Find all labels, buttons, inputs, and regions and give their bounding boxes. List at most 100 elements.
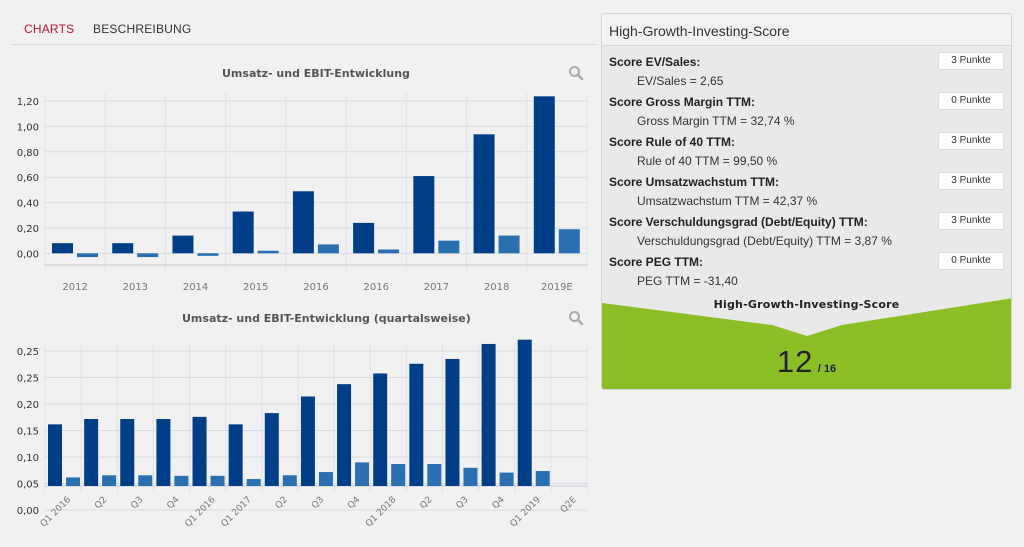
- bar: [499, 472, 514, 486]
- bar: [137, 253, 159, 258]
- bar: [558, 229, 580, 254]
- bar: [232, 211, 254, 254]
- bar: [77, 253, 98, 258]
- points-badge: 3 Punkte: [938, 212, 1004, 230]
- score-label: Score Gross Margin TTM:: [609, 95, 756, 109]
- score-label: Score PEG TTM:: [609, 255, 704, 269]
- x-tick-label: 2018: [484, 282, 509, 292]
- points-badge: 3 Punkte: [938, 132, 1004, 150]
- score-result-shape: [602, 298, 1011, 389]
- bar: [445, 358, 460, 486]
- x-tick-label: Q4: [491, 495, 507, 511]
- score-value: Verschuldungsgrad (Debt/Equity) TTM = 3,…: [637, 234, 892, 248]
- bar: [498, 235, 520, 254]
- bar: [391, 464, 406, 486]
- annual-chart-plot: 1,20 1,00 0,80 0,60 0,40 0,20 0,00 2012 2013 2014…: [17, 93, 588, 292]
- bar: [192, 416, 207, 486]
- x-tick-label: Q3: [310, 495, 326, 511]
- y-tick-label: 0,00: [17, 249, 39, 260]
- x-tick-label: Q2E: [559, 495, 579, 515]
- total-score-max: / 16: [817, 363, 837, 375]
- bar: [292, 191, 314, 254]
- bar: [473, 134, 495, 254]
- score-label: Score Umsatzwachstum TTM:: [609, 175, 780, 189]
- tab-bar: CHARTS BESCHREIBUNG: [12, 12, 597, 45]
- bar: [282, 475, 297, 486]
- points-badge: 3 Punkte: [938, 52, 1004, 70]
- bar: [66, 477, 80, 486]
- bar: [517, 339, 532, 486]
- score-label: Score Verschuldungsgrad (Debt/Equity) TT…: [609, 215, 868, 229]
- y-tick-label: 0,40: [17, 199, 39, 210]
- y-tick-label: 0,60: [17, 173, 39, 184]
- bar: [52, 243, 73, 254]
- y-tick-label: 0,25: [17, 347, 39, 358]
- score-label: Score EV/Sales:: [609, 55, 701, 69]
- quarterly-chart: Umsatz- und EBIT-Entwicklung (quartalswe…: [12, 297, 597, 542]
- bar: [355, 462, 370, 486]
- bar: [318, 472, 333, 486]
- total-score-value: 12: [776, 344, 814, 379]
- x-tick-label: Q3: [455, 495, 471, 511]
- x-tick-label: Q4: [346, 495, 362, 511]
- score-panel-header: High-Growth-Investing-Score: [602, 14, 1011, 46]
- bar: [138, 475, 153, 486]
- x-tick-label: 2013: [123, 282, 148, 292]
- bar: [413, 176, 435, 254]
- x-tick-label: 2014: [183, 282, 208, 292]
- x-tick-label: 2015: [243, 282, 268, 292]
- bar: [210, 475, 225, 486]
- x-tick-label: 2019E: [541, 282, 573, 292]
- bar: [378, 249, 400, 254]
- x-tick-label: Q1 2017: [220, 495, 254, 529]
- total-score: 12 / 16: [602, 344, 1011, 380]
- score-row: Score Rule of 40 TTM: Rule of 40 TTM = 9…: [602, 132, 1011, 175]
- bar: [228, 424, 243, 486]
- score-value: Umsatzwachstum TTM = 42,37 %: [637, 194, 818, 208]
- bar: [463, 467, 478, 486]
- bar: [438, 240, 460, 254]
- bar: [481, 343, 496, 486]
- zoom-icon[interactable]: [568, 310, 584, 326]
- y-tick-label: 0,80: [17, 148, 39, 159]
- x-tick-label: Q1 2016: [183, 495, 218, 530]
- x-tick-label: Q1 2019: [509, 495, 544, 530]
- x-tick-label: Q2: [274, 495, 290, 511]
- score-value: Rule of 40 TTM = 99,50 %: [637, 154, 778, 168]
- x-tick-label: Q4: [165, 495, 181, 511]
- bar: [172, 235, 194, 254]
- tab-beschreibung[interactable]: BESCHREIBUNG: [93, 22, 192, 36]
- y-tick-label: 0,00: [17, 506, 39, 517]
- y-tick-label: 0,20: [17, 400, 39, 411]
- zoom-icon[interactable]: [568, 65, 584, 81]
- x-tick-label: Q3: [129, 495, 145, 511]
- score-row: Score EV/Sales: EV/Sales = 2,65 3 Punkte: [602, 52, 1011, 95]
- bar: [533, 96, 555, 254]
- charts-section: CHARTS BESCHREIBUNG Umsatz- und EBIT-Ent…: [12, 12, 597, 542]
- bar: [337, 384, 352, 486]
- result-title: High-Growth-Investing-Score: [713, 298, 900, 311]
- points-badge: 0 Punkte: [938, 92, 1004, 110]
- x-tick-label: Q2: [93, 495, 109, 511]
- score-value: EV/Sales = 2,65: [637, 74, 724, 88]
- points-badge: 0 Punkte: [938, 252, 1004, 270]
- y-tick-label: 0,20: [17, 224, 39, 235]
- x-tick-label: Q1 2018: [364, 495, 399, 530]
- y-tick-label: 0,15: [17, 427, 39, 438]
- bar: [427, 464, 442, 486]
- bar: [257, 250, 279, 254]
- y-tick-label: 1,00: [17, 122, 39, 133]
- bar: [48, 424, 62, 486]
- score-row: Score Verschuldungsgrad (Debt/Equity) TT…: [602, 212, 1011, 255]
- score-panel-title: High-Growth-Investing-Score: [609, 23, 790, 39]
- y-tick-label: 0,10: [17, 453, 39, 464]
- x-tick-label: Q1 2016: [39, 495, 74, 530]
- bar: [317, 244, 339, 254]
- bar: [84, 419, 99, 486]
- bar: [373, 373, 388, 486]
- x-tick-label: 2017: [424, 282, 449, 292]
- score-row: Score PEG TTM: PEG TTM = -31,40 0 Punkte: [602, 252, 1011, 295]
- bar: [246, 479, 261, 486]
- tab-charts[interactable]: CHARTS: [24, 22, 75, 36]
- bar: [353, 222, 375, 254]
